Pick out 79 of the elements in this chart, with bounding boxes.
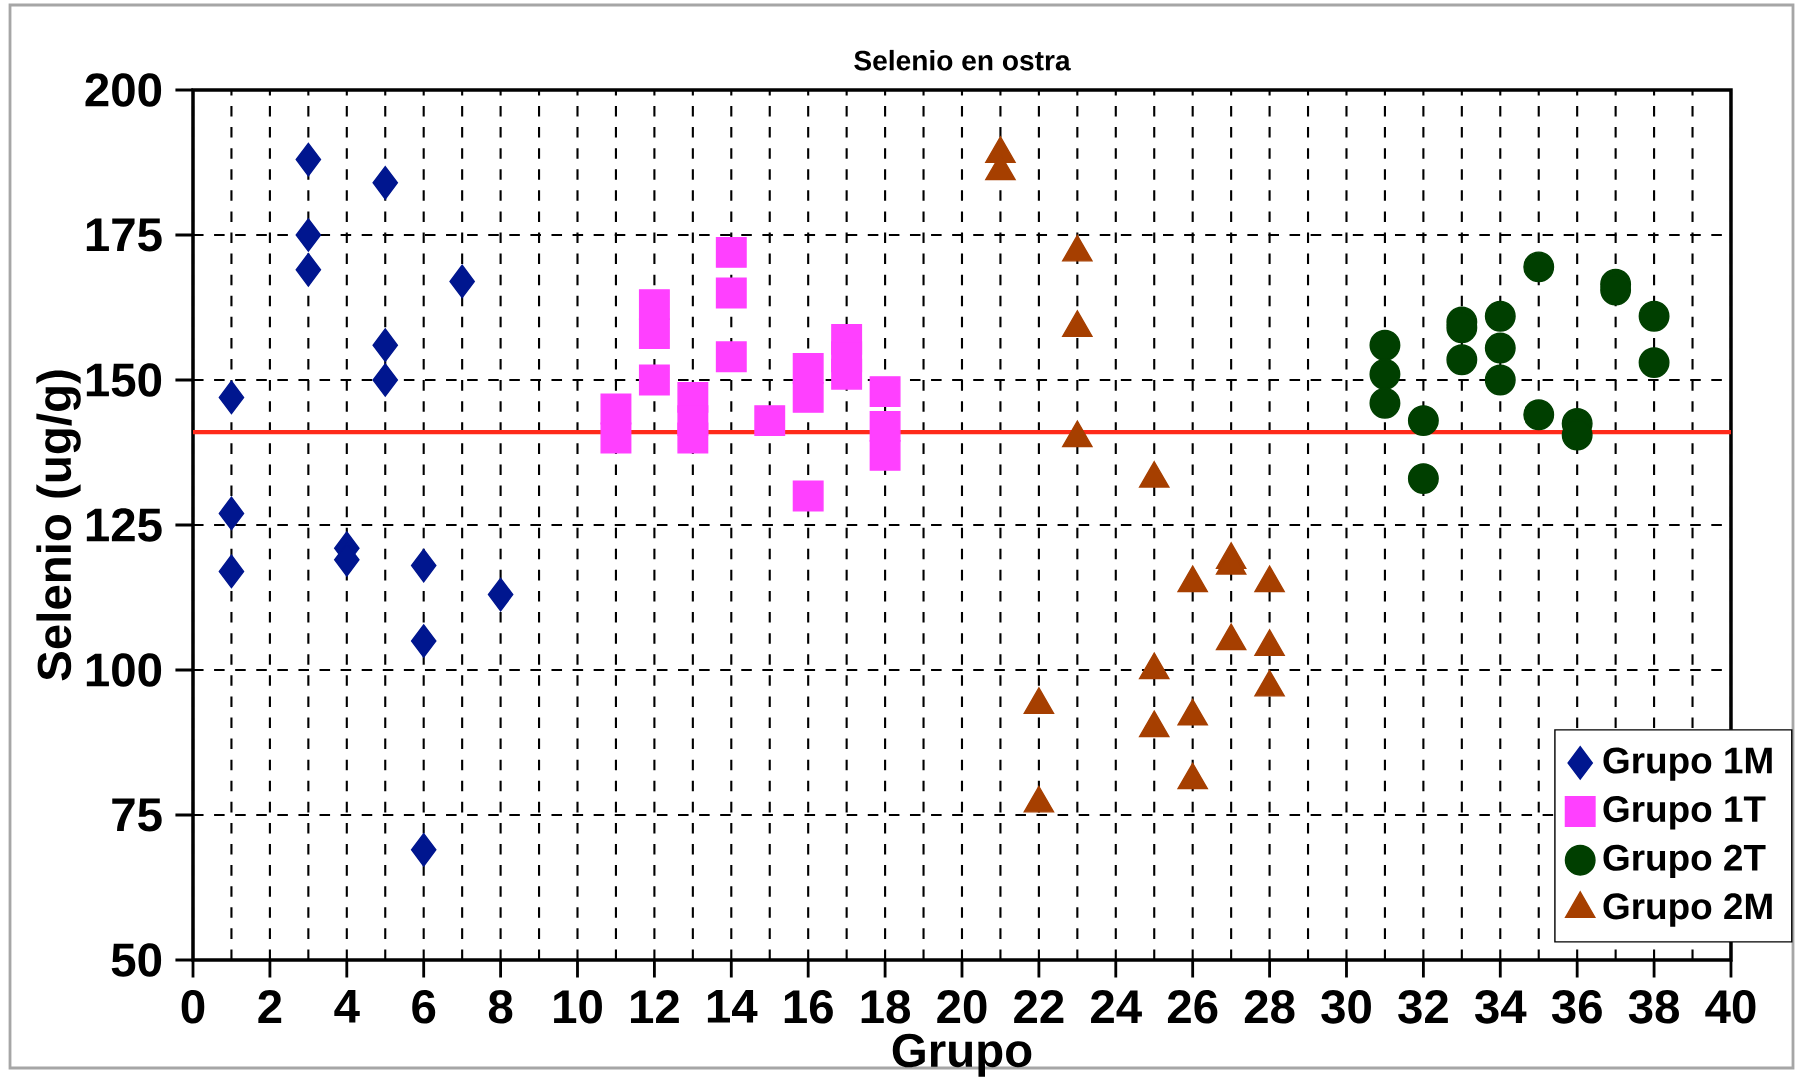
point	[1407, 462, 1439, 494]
point	[1484, 332, 1516, 364]
x-tick-label: 28	[1244, 989, 1295, 1024]
point	[715, 236, 747, 268]
point	[715, 341, 747, 373]
point	[410, 623, 437, 658]
legend-label: Grupo 1T	[1603, 795, 1766, 830]
y-tick-label: 125	[86, 508, 162, 542]
legend-label: Grupo 1M	[1603, 747, 1772, 781]
point	[1446, 344, 1478, 375]
point	[449, 264, 475, 299]
point	[410, 548, 437, 583]
y-tick-label: 75	[112, 798, 162, 832]
legend-label: Grupo 2T	[1603, 844, 1766, 878]
chart-title: Selenio en ostra	[854, 49, 1071, 71]
y-tick-label: 50	[111, 942, 162, 977]
x-tick-label: 22	[1014, 989, 1064, 1023]
x-tick-label: 2	[258, 989, 282, 1023]
x-tick-label: 8	[488, 989, 513, 1024]
x-tick-label: 26	[1167, 989, 1218, 1024]
point	[295, 142, 322, 177]
point	[1638, 300, 1670, 332]
point	[638, 317, 670, 349]
x-tick-label: 32	[1398, 989, 1448, 1024]
point	[1369, 329, 1401, 361]
point	[792, 352, 824, 384]
x-tick-label: 40	[1705, 989, 1756, 1024]
point	[1407, 404, 1439, 436]
point	[600, 422, 632, 454]
point	[1484, 364, 1516, 396]
point	[218, 380, 245, 415]
point	[1484, 300, 1516, 332]
y-tick-label: 100	[86, 652, 162, 687]
y-tick-label: 175	[86, 218, 162, 252]
point	[1369, 358, 1401, 390]
point	[600, 393, 632, 425]
point	[715, 277, 747, 309]
point	[869, 439, 901, 471]
point	[677, 422, 709, 454]
y-tick-label: 200	[85, 73, 162, 107]
point	[792, 381, 824, 413]
point	[638, 288, 670, 320]
point	[792, 480, 824, 512]
x-tick-label: 0	[181, 989, 205, 1024]
x-tick-label: 34	[1475, 989, 1527, 1024]
point	[218, 554, 245, 589]
point	[831, 358, 863, 390]
point	[1369, 387, 1401, 419]
x-tick-label: 36	[1551, 989, 1602, 1024]
y-axis-title: Selenio (ug/g)	[36, 370, 81, 681]
point	[638, 364, 670, 396]
x-tick-label: 10	[554, 989, 602, 1024]
x-tick-label: 4	[334, 989, 360, 1023]
x-tick-label: 30	[1321, 989, 1371, 1024]
y-tick-label: 150	[86, 363, 162, 397]
x-tick-label: 12	[630, 989, 679, 1023]
x-tick-label: 18	[861, 989, 910, 1024]
point	[372, 165, 399, 200]
point	[869, 410, 901, 442]
x-tick-label: 6	[412, 989, 436, 1024]
point	[1638, 346, 1670, 378]
point	[1523, 251, 1555, 283]
x-tick-label: 38	[1628, 989, 1679, 1024]
point	[487, 577, 514, 612]
point	[372, 362, 399, 397]
x-axis-title: Grupo	[892, 1033, 1032, 1077]
x-tick-label: 14	[707, 989, 758, 1023]
x-tick-label: 20	[937, 989, 987, 1024]
x-tick-label: 24	[1091, 989, 1142, 1023]
point	[295, 252, 322, 287]
x-tick-label: 16	[784, 989, 833, 1024]
point	[372, 328, 399, 362]
point	[218, 496, 245, 531]
legend-label: Grupo 2M	[1603, 893, 1772, 927]
point	[869, 375, 901, 407]
point	[1523, 399, 1555, 431]
point	[754, 404, 786, 436]
point	[410, 832, 437, 867]
point	[295, 217, 322, 252]
